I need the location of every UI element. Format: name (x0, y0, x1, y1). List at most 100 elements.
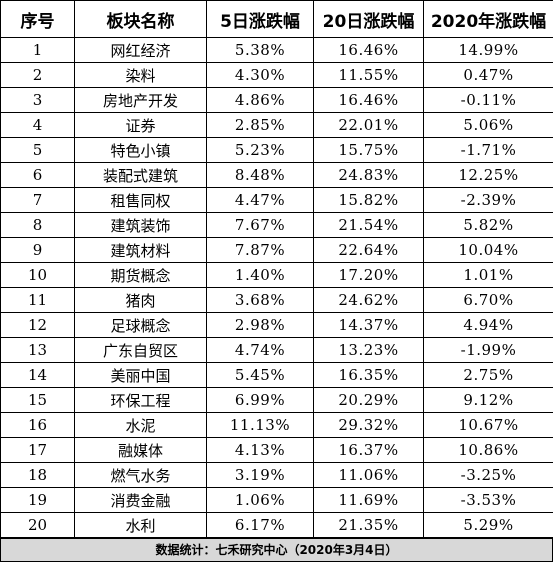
change-5day-cell: 3.68% (206, 287, 314, 313)
change-5day-cell: 5.45% (206, 362, 314, 388)
change-5day-cell: 2.98% (206, 312, 314, 338)
table-row: 7 租售同权 4.47% 15.82% -2.39% (0, 187, 553, 213)
row-index-cell: 13 (0, 337, 75, 363)
change-20day-cell: 11.69% (313, 487, 424, 513)
row-index-cell: 8 (0, 212, 75, 238)
change-2020-cell: 5.29% (423, 512, 553, 538)
row-index-cell: 18 (0, 462, 75, 488)
table-row: 12 足球概念 2.98% 14.37% 4.94% (0, 312, 553, 338)
row-index-cell: 20 (0, 512, 75, 538)
row-index-cell: 5 (0, 137, 75, 163)
change-20day-cell: 21.35% (313, 512, 424, 538)
change-2020-cell: -1.71% (423, 137, 553, 163)
change-2020-cell: 12.25% (423, 162, 553, 188)
row-index-cell: 7 (0, 187, 75, 213)
change-5day-cell: 6.17% (206, 512, 314, 538)
change-20day-cell: 16.35% (313, 362, 424, 388)
change-2020-cell: 0.47% (423, 62, 553, 88)
change-5day-cell: 6.99% (206, 387, 314, 413)
change-2020-cell: 9.12% (423, 387, 553, 413)
change-5day-cell: 7.67% (206, 212, 314, 238)
sector-name-cell: 染料 (74, 62, 207, 88)
change-5day-cell: 3.19% (206, 462, 314, 488)
change-20day-cell: 16.46% (313, 37, 424, 63)
sector-name-cell: 租售同权 (74, 187, 207, 213)
change-5day-cell: 2.85% (206, 112, 314, 138)
change-2020-cell: -1.99% (423, 337, 553, 363)
table-row: 11 猪肉 3.68% 24.62% 6.70% (0, 287, 553, 313)
change-2020-cell: 6.70% (423, 287, 553, 313)
sector-performance-table: 序号 板块名称 5日涨跌幅 20日涨跌幅 2020年涨跌幅 1 网红经济 5.38%… (0, 0, 553, 538)
change-20day-cell: 22.64% (313, 237, 424, 263)
table-row: 8 建筑装饰 7.67% 21.54% 5.82% (0, 212, 553, 238)
source-footer: 数据统计：七禾研究中心（2020年3月4日） (0, 538, 553, 562)
change-2020-cell: -3.25% (423, 462, 553, 488)
change-2020-cell: 10.67% (423, 412, 553, 438)
sector-name-cell: 燃气水务 (74, 462, 207, 488)
sector-name-cell: 美丽中国 (74, 362, 207, 388)
change-20day-cell: 15.75% (313, 137, 424, 163)
sector-name-cell: 猪肉 (74, 287, 207, 313)
table-row: 1 网红经济 5.38% 16.46% 14.99% (0, 37, 553, 63)
sector-name-cell: 建筑材料 (74, 237, 207, 263)
sector-name-cell: 环保工程 (74, 387, 207, 413)
sector-name-cell: 建筑装饰 (74, 212, 207, 238)
change-20day-cell: 16.37% (313, 437, 424, 463)
change-5day-cell: 4.30% (206, 62, 314, 88)
change-5day-cell: 1.06% (206, 487, 314, 513)
row-index-cell: 9 (0, 237, 75, 263)
table-row: 4 证券 2.85% 22.01% 5.06% (0, 112, 553, 138)
header-20day-change: 20日涨跌幅 (313, 0, 424, 38)
change-2020-cell: 4.94% (423, 312, 553, 338)
sector-name-cell: 足球概念 (74, 312, 207, 338)
change-5day-cell: 5.38% (206, 37, 314, 63)
sector-name-cell: 融媒体 (74, 437, 207, 463)
change-20day-cell: 11.06% (313, 462, 424, 488)
change-5day-cell: 8.48% (206, 162, 314, 188)
table-row: 15 环保工程 6.99% 20.29% 9.12% (0, 387, 553, 413)
change-20day-cell: 22.01% (313, 112, 424, 138)
change-2020-cell: 10.04% (423, 237, 553, 263)
sector-name-cell: 广东自贸区 (74, 337, 207, 363)
table-row: 20 水利 6.17% 21.35% 5.29% (0, 512, 553, 538)
change-5day-cell: 1.40% (206, 262, 314, 288)
change-5day-cell: 11.13% (206, 412, 314, 438)
table-row: 6 装配式建筑 8.48% 24.83% 12.25% (0, 162, 553, 188)
change-20day-cell: 21.54% (313, 212, 424, 238)
change-20day-cell: 14.37% (313, 312, 424, 338)
change-2020-cell: -2.39% (423, 187, 553, 213)
change-5day-cell: 4.47% (206, 187, 314, 213)
sector-name-cell: 房地产开发 (74, 87, 207, 113)
row-index-cell: 12 (0, 312, 75, 338)
change-2020-cell: 5.82% (423, 212, 553, 238)
table-row: 14 美丽中国 5.45% 16.35% 2.75% (0, 362, 553, 388)
table-row: 17 融媒体 4.13% 16.37% 10.86% (0, 437, 553, 463)
row-index-cell: 11 (0, 287, 75, 313)
change-2020-cell: -3.53% (423, 487, 553, 513)
header-2020-change: 2020年涨跌幅 (423, 0, 553, 38)
table-row: 3 房地产开发 4.86% 16.46% -0.11% (0, 87, 553, 113)
table-row: 10 期货概念 1.40% 17.20% 1.01% (0, 262, 553, 288)
row-index-cell: 19 (0, 487, 75, 513)
row-index-cell: 2 (0, 62, 75, 88)
sector-name-cell: 期货概念 (74, 262, 207, 288)
sector-name-cell: 装配式建筑 (74, 162, 207, 188)
change-2020-cell: -0.11% (423, 87, 553, 113)
change-20day-cell: 20.29% (313, 387, 424, 413)
row-index-cell: 1 (0, 37, 75, 63)
table-body: 1 网红经济 5.38% 16.46% 14.99% 2 染料 4.30% 11.55% 0.47… (0, 37, 553, 538)
change-5day-cell: 5.23% (206, 137, 314, 163)
change-5day-cell: 7.87% (206, 237, 314, 263)
change-20day-cell: 24.62% (313, 287, 424, 313)
change-20day-cell: 29.32% (313, 412, 424, 438)
header-5day-change: 5日涨跌幅 (206, 0, 314, 38)
sector-name-cell: 证券 (74, 112, 207, 138)
header-index: 序号 (0, 0, 75, 38)
row-index-cell: 15 (0, 387, 75, 413)
change-5day-cell: 4.13% (206, 437, 314, 463)
change-20day-cell: 15.82% (313, 187, 424, 213)
table-row: 18 燃气水务 3.19% 11.06% -3.25% (0, 462, 553, 488)
change-20day-cell: 11.55% (313, 62, 424, 88)
row-index-cell: 3 (0, 87, 75, 113)
